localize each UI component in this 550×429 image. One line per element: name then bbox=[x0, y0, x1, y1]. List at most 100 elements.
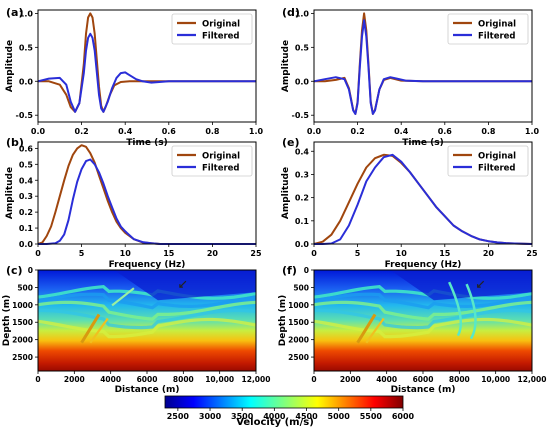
panel-label-f: (f) bbox=[282, 264, 297, 277]
x-tick-label: 25 bbox=[526, 249, 538, 258]
x-tick-label: 8000 bbox=[449, 375, 470, 384]
x-axis-label: Time (s) bbox=[126, 138, 167, 148]
y-tick-label: 0 bbox=[28, 266, 33, 275]
y-tick-label: 1000 bbox=[288, 301, 309, 310]
salt-flank bbox=[465, 283, 477, 340]
panel-f-velocity-model: 0 2000 4000 6000 8000 10,000 12,000 0 500 1000 150… bbox=[278, 266, 546, 395]
x-tick-label: 6000 bbox=[413, 375, 434, 384]
y-tick-label: 2000 bbox=[288, 336, 309, 345]
colorbar-tick-label: 5000 bbox=[328, 412, 351, 421]
y-axis-label: Amplitude bbox=[5, 40, 15, 92]
plot-frame bbox=[37, 141, 257, 245]
x-tick-label: 0.0 bbox=[307, 127, 322, 136]
x-tick-label: 5 bbox=[79, 249, 85, 258]
legend-label-original: Original bbox=[202, 20, 240, 30]
reflector bbox=[111, 287, 135, 307]
y-tick-label: 0.4 bbox=[19, 176, 34, 185]
x-tick-label: 0.8 bbox=[481, 127, 496, 136]
colorbar-tick-label: 4500 bbox=[295, 412, 318, 421]
y-tick-label: 1.0 bbox=[19, 9, 34, 18]
legend-label-filtered: Filtered bbox=[478, 164, 516, 174]
velocity-image bbox=[38, 270, 256, 371]
y-tick-label: 0.6 bbox=[19, 144, 34, 153]
y-axis-label: Depth (m) bbox=[278, 295, 288, 346]
y-tick-label: 500 bbox=[17, 283, 33, 292]
x-axis-label: Frequency (Hz) bbox=[385, 260, 462, 270]
panel-label-b: (b) bbox=[6, 136, 24, 149]
velocity-layer bbox=[314, 285, 532, 300]
colorbar-gradient bbox=[164, 395, 404, 409]
panel-e-spectrum: 0 5 10 15 20 25 0.0 0.1 0.2 0.3 0.4 Frequency (Hz) A… bbox=[281, 141, 538, 270]
y-tick-label: 1.0 bbox=[295, 9, 310, 18]
fault-line bbox=[80, 313, 101, 344]
velocity-image bbox=[314, 270, 532, 371]
colorbar-tick-label: 2500 bbox=[167, 412, 190, 421]
x-tick-label: 0.0 bbox=[31, 127, 46, 136]
legend-box bbox=[171, 13, 253, 45]
x-tick-label: 10,000 bbox=[481, 375, 510, 384]
legend-label-filtered: Filtered bbox=[478, 32, 516, 42]
x-tick-label: 0.2 bbox=[351, 127, 365, 136]
colorbar-tick-label: 4000 bbox=[263, 412, 286, 421]
series-line-filtered bbox=[314, 153, 533, 245]
y-axis-label: Depth (m) bbox=[2, 295, 12, 346]
x-tick-label: 0.6 bbox=[438, 127, 453, 136]
y-tick-label: 2500 bbox=[288, 353, 309, 362]
x-tick-label: 1.0 bbox=[249, 127, 264, 136]
y-tick-label: 0.0 bbox=[19, 77, 34, 86]
colorbar-tick-label: 5500 bbox=[360, 412, 383, 421]
x-tick-label: 0.6 bbox=[162, 127, 177, 136]
x-tick-label: 10,000 bbox=[205, 375, 234, 384]
x-tick-label: 2000 bbox=[64, 375, 85, 384]
x-tick-label: 0.8 bbox=[205, 127, 220, 136]
legend-label-original: Original bbox=[478, 20, 516, 30]
fault-line bbox=[89, 317, 109, 344]
colorbar-label: Velocity (m/s) bbox=[236, 417, 314, 428]
legend-box bbox=[447, 13, 529, 45]
series-line-original bbox=[38, 12, 256, 113]
y-tick-label: 0.1 bbox=[295, 217, 310, 226]
velocity-layer bbox=[38, 317, 256, 339]
velocity-layer bbox=[314, 300, 532, 321]
velocity-layer bbox=[314, 292, 532, 310]
legend-label-filtered: Filtered bbox=[202, 164, 240, 174]
x-tick-label: 0.4 bbox=[394, 127, 409, 136]
panel-label-c: (c) bbox=[6, 264, 23, 277]
panel-label-a: (a) bbox=[6, 6, 23, 19]
x-axis-label: Distance (m) bbox=[115, 385, 180, 395]
y-tick-label: 0.5 bbox=[19, 160, 34, 169]
plot-frame bbox=[313, 141, 533, 245]
x-tick-label: 15 bbox=[163, 249, 175, 258]
x-tick-label: 10 bbox=[396, 249, 408, 258]
y-tick-label: 0.4 bbox=[295, 147, 310, 156]
series-line-filtered bbox=[313, 19, 532, 115]
x-tick-label: 0.2 bbox=[75, 127, 89, 136]
arrow-marker bbox=[477, 280, 485, 288]
x-axis-label: Frequency (Hz) bbox=[109, 260, 186, 270]
colorbar-ticks: 2500 3000 3500 4000 4500 5000 5500 6000 bbox=[167, 408, 415, 421]
x-axis-label: Time (s) bbox=[402, 138, 443, 148]
panel-b-spectrum: 0 5 10 15 20 25 0.0 0.1 0.2 0.3 0.4 0.5 0.6 Frequency… bbox=[5, 141, 262, 270]
panel-c-velocity-model: 0 2000 4000 6000 8000 10,000 12,000 0 500 1000 150… bbox=[2, 266, 270, 395]
x-tick-label: 12,000 bbox=[518, 375, 547, 384]
y-tick-label: 0.3 bbox=[295, 170, 309, 179]
x-tick-label: 6000 bbox=[137, 375, 158, 384]
panel-d-wavelet-time: 0.0 0.2 0.4 0.6 0.8 1.0 -0.5 0.0 0.5 1.0 Time (s) A… bbox=[281, 9, 540, 148]
colorbar-tick-label: 3500 bbox=[231, 412, 254, 421]
y-tick-label: -0.5 bbox=[292, 111, 310, 120]
y-tick-label: 2000 bbox=[12, 336, 33, 345]
legend-label-filtered: Filtered bbox=[202, 32, 240, 42]
y-axis-label: Amplitude bbox=[5, 167, 15, 219]
x-tick-label: 20 bbox=[207, 249, 219, 258]
arrow-marker bbox=[179, 280, 187, 288]
y-tick-label: 0 bbox=[304, 266, 309, 275]
y-tick-label: 1500 bbox=[288, 318, 309, 327]
velocity-layer bbox=[314, 317, 532, 339]
velocity-layer bbox=[38, 308, 256, 330]
y-tick-label: 2500 bbox=[12, 353, 33, 362]
y-tick-label: 1000 bbox=[12, 301, 33, 310]
salt-flank bbox=[448, 281, 462, 337]
y-axis-label: Amplitude bbox=[281, 167, 291, 219]
velocity-layer bbox=[314, 308, 532, 330]
